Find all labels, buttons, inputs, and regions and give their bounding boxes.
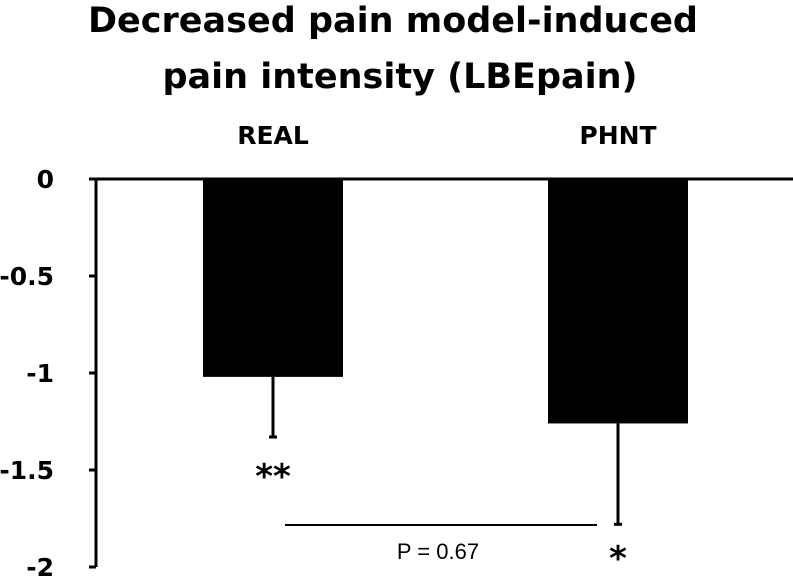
y-tick-label: -1 [26,359,54,388]
significance-marker: ** [255,457,291,497]
y-tick-label: -2 [26,553,54,582]
significance-marker: * [609,539,627,579]
bar-real [203,179,343,377]
y-tick-label: 0 [37,165,54,194]
bars [203,179,688,526]
category-label-real: REAL [237,121,309,150]
chart-title-line-2: pain intensity (LBEpain) [162,57,637,97]
bar-phnt [548,179,688,424]
chart-title-line-1: Decreased pain model-induced [88,1,698,41]
y-tick-label: -1.5 [0,456,54,485]
p-value-label: P = 0.67 [397,539,479,564]
annotations: REAL ** PHNT * P = 0.67 [237,121,656,579]
y-tick-label: -0.5 [0,262,54,291]
category-label-phnt: PHNT [579,121,656,150]
